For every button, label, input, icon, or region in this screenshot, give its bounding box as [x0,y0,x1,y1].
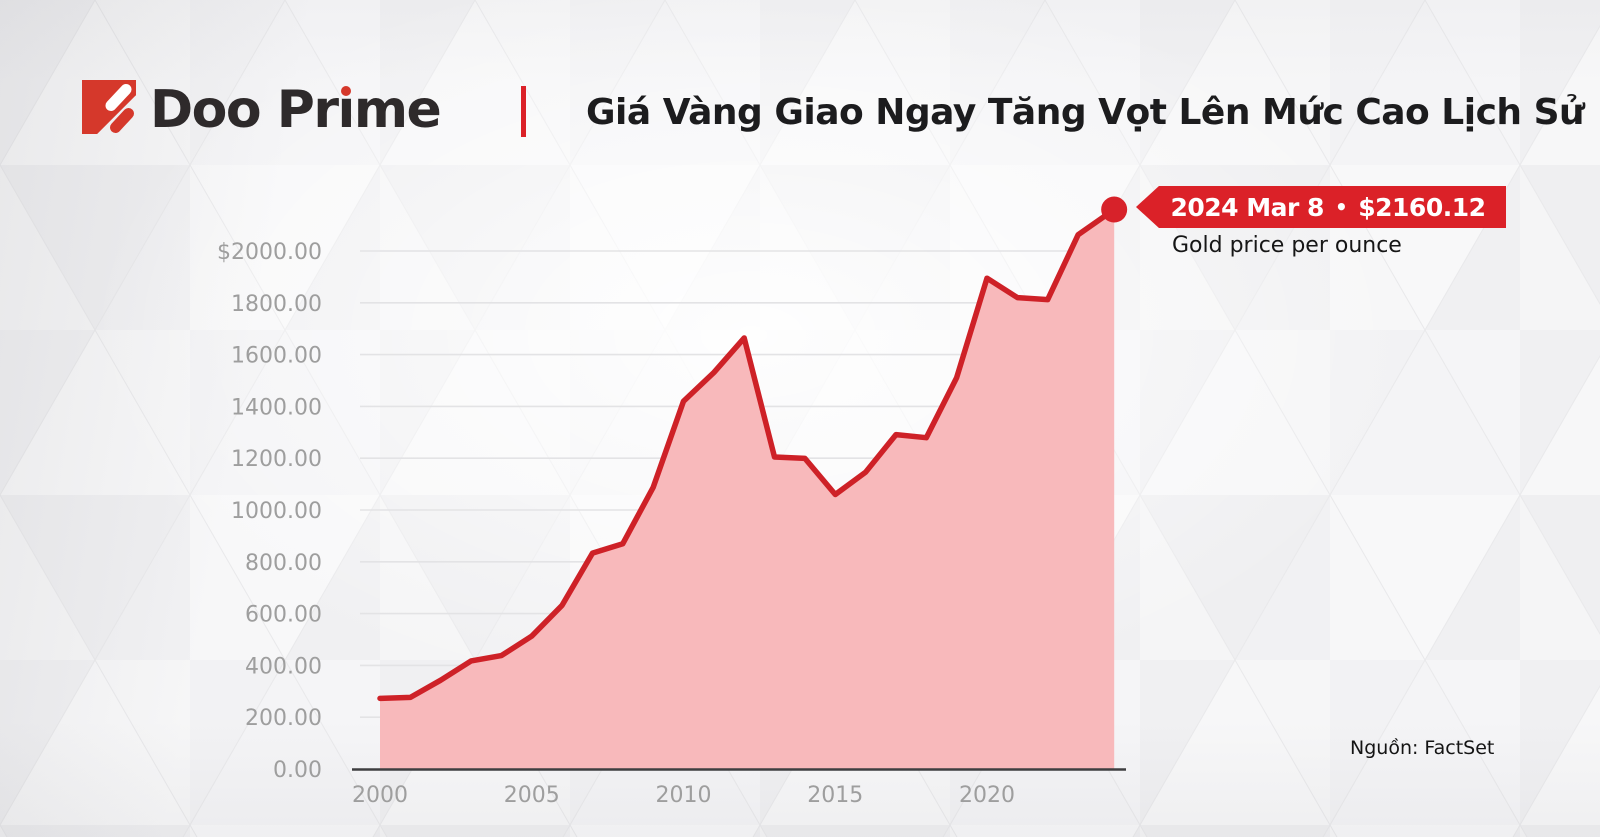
y-tick-label: 1000.00 [231,499,322,524]
x-tick-label: 2010 [656,783,712,808]
x-tick-label: 2000 [352,783,408,808]
x-tick-label: 2005 [504,783,560,808]
x-tick-label: 2015 [807,783,863,808]
y-tick-label: 1200.00 [231,447,322,472]
y-tick-label: 1400.00 [231,395,322,420]
doo-prime-logo-icon [82,80,136,135]
price-callout-badge: 2024 Mar 8 • $2160.12 [1136,186,1506,228]
y-tick-label: 800.00 [245,551,322,576]
callout-price: $2160.12 [1358,192,1486,222]
y-tick-label: 1600.00 [231,344,322,369]
brand-i-red-dot [340,86,351,96]
last-point-marker [1101,196,1128,223]
callout-date: 2024 Mar 8 [1170,192,1324,222]
price-area [380,209,1115,769]
callout-bullet-icon: • [1334,195,1348,219]
y-tick-label: 0.00 [273,758,322,783]
callout-sublabel: Gold price per ounce [1172,233,1402,258]
y-tick-label: 1800.00 [231,292,322,317]
brand-letter-i: ı [337,80,355,140]
y-tick-label: 400.00 [245,654,322,679]
y-tick-label: $2000.00 [217,240,322,265]
header-divider [521,86,526,137]
y-tick-label: 600.00 [245,603,322,628]
page-title: Giá Vàng Giao Ngay Tăng Vọt Lên Mức Cao … [586,92,1585,133]
brand-text: Doo Prı me [150,80,442,140]
y-tick-label: 200.00 [245,706,322,731]
x-tick-label: 2020 [959,783,1015,808]
source-note: Nguồn: FactSet [1350,737,1495,759]
price-line [377,206,1117,702]
